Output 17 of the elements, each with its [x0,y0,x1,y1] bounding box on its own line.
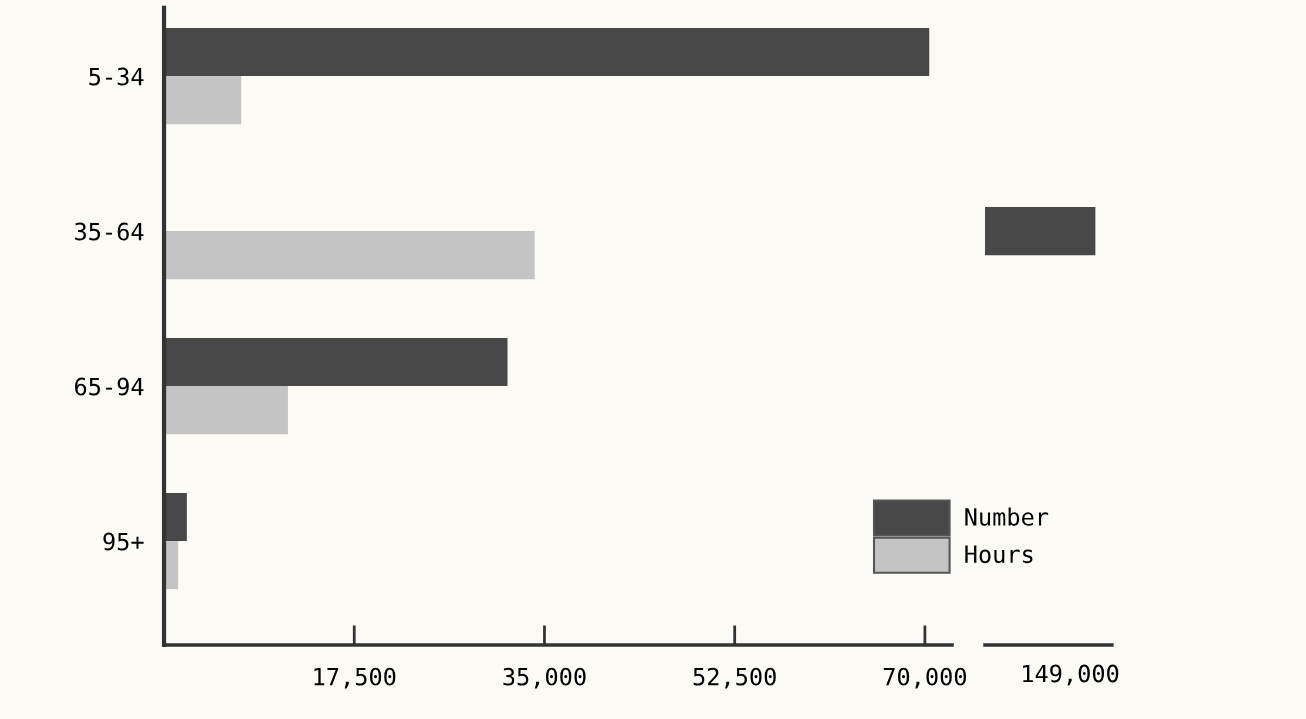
bar [164,231,535,280]
y-tick-label: 65-94 [75,377,144,396]
y-tick-label: 5-34 [89,67,144,86]
y-tick-label: 35-64 [75,222,144,241]
bar [164,76,242,125]
legend-label: Hours [965,545,1033,564]
legend-label: Number [965,507,1049,526]
bar [164,493,187,542]
x-tick-label: 35,000 [503,667,586,689]
x-tick-label: 17,500 [314,667,396,689]
text: 149,000 [1023,664,1119,686]
bar [164,28,930,77]
bar [164,338,508,387]
y-tick-label: 95+ [103,532,144,551]
x-tick-label: 52,500 [693,667,776,689]
x-tick-label: 70,000 [883,667,967,689]
bar [164,386,288,435]
